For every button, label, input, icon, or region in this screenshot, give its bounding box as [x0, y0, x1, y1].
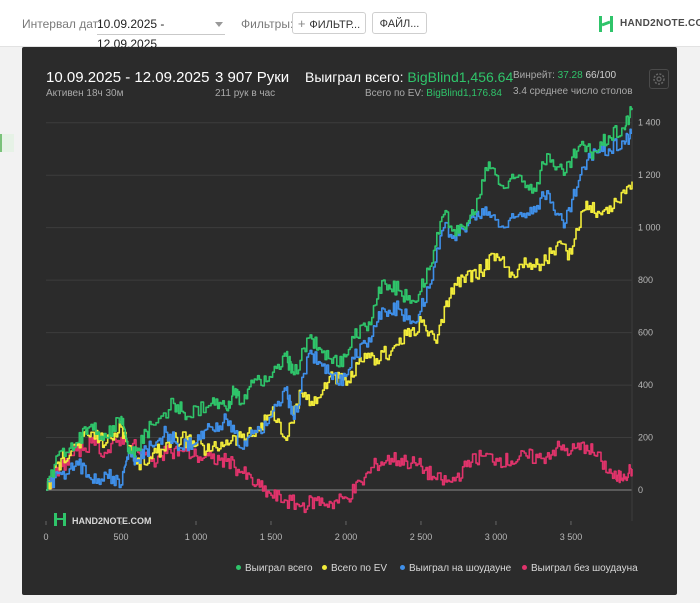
total-won-label: Выиграл всего:	[305, 69, 404, 85]
chevron-down-icon	[215, 22, 223, 27]
x-tick-label: 0	[43, 532, 48, 542]
total-ev-value: BigBlind1,176.84	[426, 88, 502, 99]
series-line	[46, 434, 633, 514]
legend-dot-showdown	[400, 564, 405, 570]
series-line	[46, 106, 633, 491]
filter-button[interactable]: + ФИЛЬТР...	[292, 12, 366, 34]
date-range-select[interactable]: 10.09.2025 - 12.09.2025	[97, 14, 225, 51]
chart-ticks: 0 200 400 600 800 1 000 1 200 1 400 0 500 1 000 1 5…	[43, 118, 660, 542]
total-ev: Всего по EV: BigBlind1,176.84	[365, 88, 502, 99]
total-won: Выиграл всего: BigBlind1,456.64	[305, 69, 513, 85]
y-tick-label: 400	[638, 380, 653, 390]
y-tick-label: 800	[638, 275, 653, 285]
legend-item-won[interactable]: Выиграл всего	[236, 563, 313, 574]
legend-item-non-showdown[interactable]: Выиграл без шоудауна	[522, 563, 638, 574]
session-date-range: 10.09.2025 - 12.09.2025	[46, 69, 210, 86]
profit-chart: 0 200 400 600 800 1 000 1 200 1 400 0 500 1 000 1 5…	[43, 106, 661, 542]
y-tick-label: 1 400	[638, 118, 661, 128]
plus-icon: +	[297, 16, 306, 31]
winrate-label: Винрейт:	[513, 70, 555, 81]
x-tick-label: 2 000	[335, 532, 358, 542]
file-button-label: ФАЙЛ...	[379, 18, 420, 30]
legend-label-won: Выиграл всего	[245, 563, 313, 574]
date-interval-label: Интервал дат:	[22, 17, 102, 31]
x-tick-label: 3 500	[560, 532, 583, 542]
legend-item-showdown[interactable]: Выиграл на шоудауне	[400, 563, 511, 574]
legend-label-non-showdown: Выиграл без шоудауна	[531, 563, 638, 574]
legend-dot-won	[236, 564, 241, 570]
y-tick-label: 1 200	[638, 170, 661, 180]
avg-tables: 3.4 среднее число столов	[513, 86, 633, 97]
winrate: Винрейт: 37.28 66/100	[513, 70, 616, 81]
legend-dot-non-showdown	[522, 564, 527, 570]
y-tick-label: 200	[638, 433, 653, 443]
x-tick-label: 2 500	[410, 532, 433, 542]
filter-button-label: ФИЛЬТР...	[309, 19, 361, 31]
y-tick-label: 600	[638, 328, 653, 338]
graph-panel: 10.09.2025 - 12.09.2025 Активен 18ч 30м …	[22, 47, 677, 595]
y-tick-label: 1 000	[638, 223, 661, 233]
session-active-time: Активен 18ч 30м	[46, 88, 124, 99]
series-line	[46, 181, 633, 491]
legend-label-showdown: Выиграл на шоудауне	[409, 563, 512, 574]
chart-watermark: HAND2NOTE.COM	[54, 513, 152, 526]
x-tick-label: 500	[113, 532, 128, 542]
hands-count: 3 907 Руки	[215, 69, 290, 86]
x-tick-label: 1 500	[260, 532, 283, 542]
winrate-hands: 66/100	[585, 70, 617, 81]
legend-label-ev: Всего по EV	[331, 563, 388, 574]
top-toolbar: Интервал дат: 10.09.2025 - 12.09.2025 Фи…	[0, 0, 700, 51]
series-line	[46, 128, 632, 491]
filters-label: Фильтры:	[241, 17, 294, 31]
total-ev-label: Всего по EV:	[365, 88, 424, 99]
legend-item-ev[interactable]: Всего по EV	[322, 563, 387, 574]
date-range-value: 10.09.2025 - 12.09.2025	[97, 17, 165, 51]
total-won-value: BigBlind1,456.64	[407, 69, 514, 85]
gear-icon	[653, 73, 665, 85]
settings-button[interactable]	[649, 69, 669, 89]
file-button[interactable]: ФАЙЛ...	[372, 12, 427, 34]
logo-text: HAND2NOTE.COM	[620, 18, 700, 29]
legend-dot-ev	[322, 564, 327, 570]
watermark-text: HAND2NOTE.COM	[72, 516, 152, 526]
chart-lines	[46, 106, 633, 514]
winrate-value: 37.28	[557, 70, 583, 81]
sidebar-active-marker	[0, 134, 14, 152]
hands-per-hour: 211 рук в час	[215, 88, 276, 99]
x-tick-label: 3 000	[485, 532, 508, 542]
x-tick-label: 1 000	[185, 532, 208, 542]
y-tick-label: 0	[638, 485, 643, 495]
hand2note-logo-icon	[599, 16, 613, 32]
